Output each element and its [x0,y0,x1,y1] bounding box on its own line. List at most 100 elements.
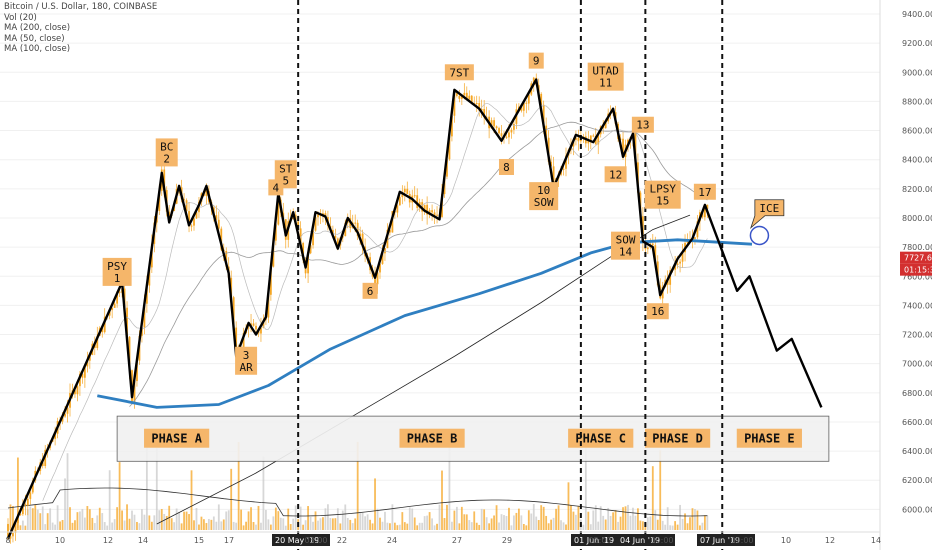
volume-bar [178,511,181,530]
ma-100-line [97,238,753,409]
volume-bar [423,516,426,530]
volume-bar [153,515,156,530]
volume-bar [287,508,290,530]
volume-bar [674,521,677,530]
volume-bar [619,516,622,530]
volume-bar [252,522,255,530]
volume-bar [413,517,416,530]
volume-bar [490,518,493,530]
volume-bar [51,522,54,530]
y-tick-label: 6000.00 [902,505,932,514]
candle-body [76,386,79,395]
candle-body [24,504,27,506]
legend-ma100: MA (100, close) [4,44,71,54]
volume-bar [349,519,352,530]
volume-bar [205,523,208,530]
candle-body [696,221,699,238]
candle-body [396,205,399,213]
volume-bar [535,516,538,530]
candle-body [242,333,245,348]
candle-body [44,449,47,466]
candle-body [470,95,473,104]
candle-body [235,327,238,351]
candle-body [604,121,607,129]
volume-bar [498,522,500,530]
price-label: 7727.62 [904,254,932,263]
volume-bar [639,520,642,530]
volume-bar [212,516,215,530]
phase-label-bg [399,428,465,448]
y-tick-label: 6400.00 [902,447,932,456]
volume-bar [277,511,280,530]
candle-body [232,297,235,328]
volume-bar [138,523,141,530]
legend-title: Bitcoin / U.S. Dollar, 180, COINBASE [4,2,158,12]
candle-body [247,327,250,329]
candle-body [676,263,679,265]
volume-bar [64,478,66,530]
candle-body [297,221,300,229]
volume-bar [503,515,505,530]
volume-bar [565,524,567,530]
candle-body [133,381,136,403]
candle-body [215,215,218,220]
x-tick-label: 03:00 [304,536,327,545]
volume-bar [29,506,32,530]
volume-bar [39,513,42,530]
volume-bar [265,509,267,530]
volume-bar [572,511,575,530]
volume-bar [696,510,699,530]
volume-bar [465,514,468,530]
candle-body [508,132,510,138]
volume-bar [163,513,166,530]
volume-bar [411,508,414,530]
volume-bar [542,506,545,530]
volume-bar [530,513,533,530]
candle-body [401,192,404,198]
volume-bar [391,504,394,530]
phase-label: PHASE D [652,432,703,446]
candle-body [589,135,592,141]
volume-bar [59,521,61,530]
volume-bar [604,519,607,530]
annotation-label: AR [239,361,253,374]
y-tick-label: 7400.00 [902,301,932,310]
annotation-bg [102,257,132,286]
volume-bar [478,524,481,530]
annotation-label: 14 [619,246,633,259]
candle-body [356,222,359,237]
volume-bar [483,509,486,530]
volume-bar [284,525,287,530]
volume-bar [446,504,448,530]
volume-bar [41,506,44,530]
candle-body [312,230,314,246]
annotation-label: SOW [534,196,554,209]
volume-bar [91,517,94,530]
volume-bar [279,517,282,530]
candle-body [679,261,681,264]
candle-body [183,199,185,201]
volume-bar [570,505,572,530]
candle-body [431,210,433,213]
volume-bar [389,523,391,530]
volume-bar [49,508,52,530]
volume-bar [614,510,617,530]
volume-bar [369,519,371,530]
volume-bar [34,504,37,530]
volume-bar [384,511,386,530]
volume-bar [36,509,39,530]
phase-box: PHASE A PHASE B PHASE C PHASE D PHASE E [116,415,830,462]
volume-bar [555,508,557,530]
candle-body [317,214,319,218]
volume-bar [54,524,57,530]
volume-bar [582,524,585,530]
x-tick-label: 24 [387,536,397,545]
volume-bar [237,442,240,530]
x-tick-label: 20 May '19 [275,536,319,545]
candle-body [158,190,161,211]
volume-bar [589,524,592,530]
volume-bar [485,517,488,530]
volume-bar [267,519,270,530]
annotation-label: 10 [537,184,550,197]
candle-body [31,480,34,493]
